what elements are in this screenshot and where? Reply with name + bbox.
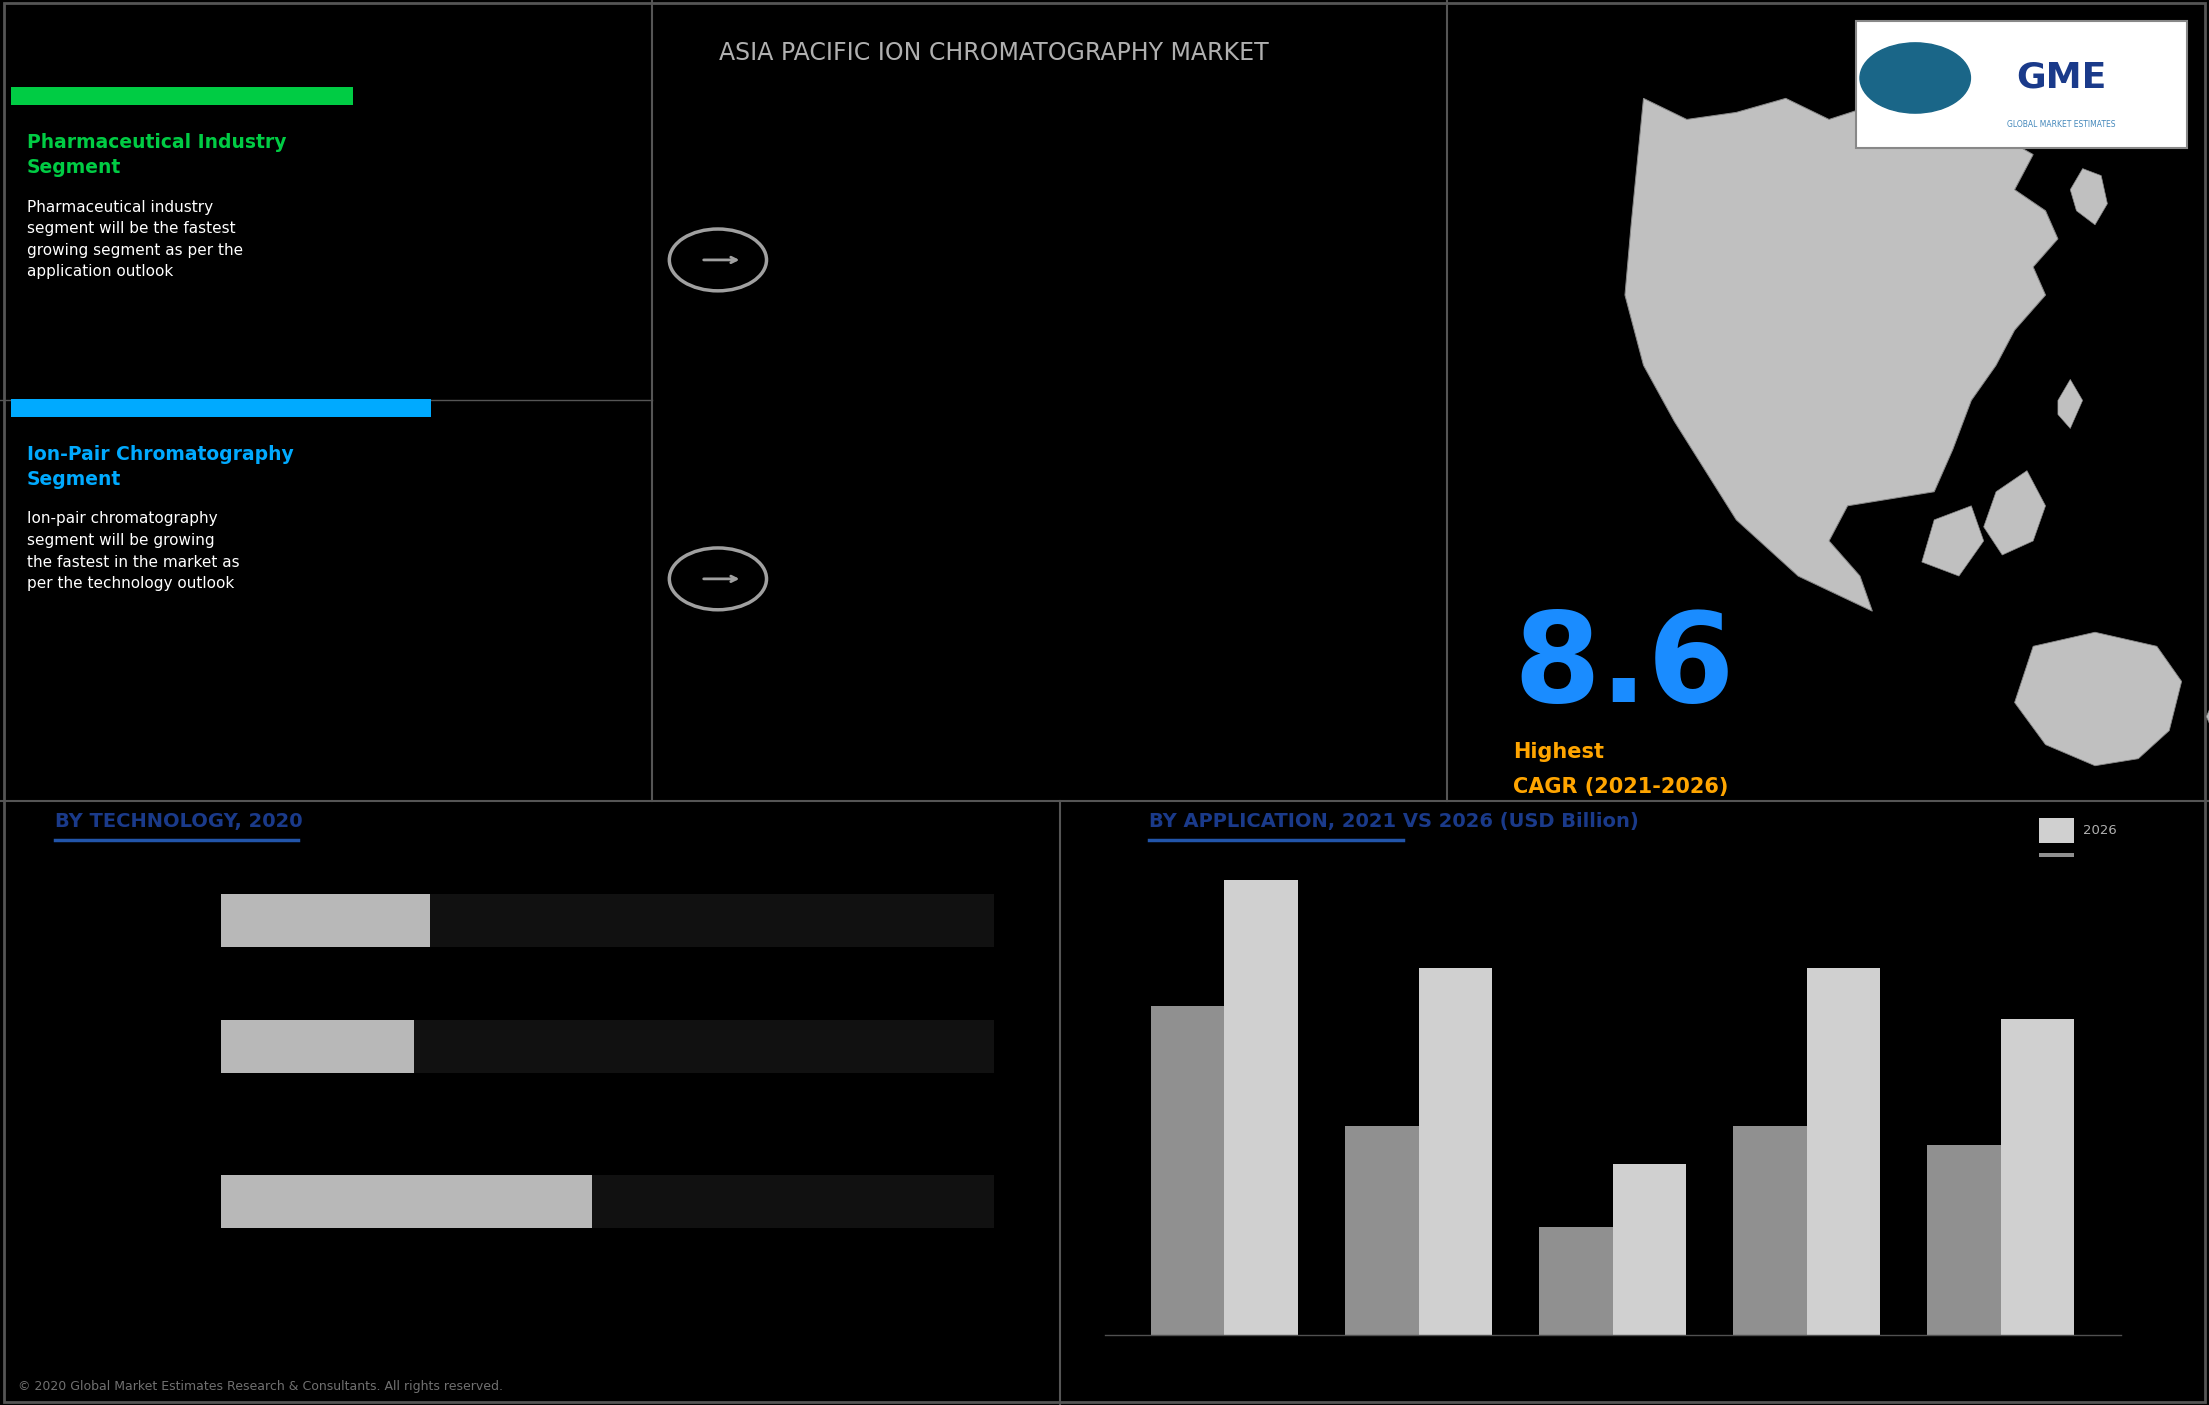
Polygon shape <box>1626 98 2059 611</box>
FancyBboxPatch shape <box>1889 67 1909 89</box>
FancyBboxPatch shape <box>221 1020 415 1073</box>
FancyBboxPatch shape <box>2039 853 2074 878</box>
Text: Ion-pair chromatography
segment will be growing
the fastest in the market as
per: Ion-pair chromatography segment will be … <box>27 511 239 592</box>
Bar <box>2001 1019 2074 1335</box>
Text: 8.6: 8.6 <box>1513 607 1734 728</box>
Polygon shape <box>1922 506 1984 576</box>
Text: GLOBAL MARKET ESTIMATES: GLOBAL MARKET ESTIMATES <box>2006 121 2116 129</box>
Bar <box>1613 1165 1685 1335</box>
Text: BY APPLICATION, 2021 VS 2026 (USD Billion): BY APPLICATION, 2021 VS 2026 (USD Billio… <box>1149 812 1639 832</box>
FancyBboxPatch shape <box>11 87 353 105</box>
Polygon shape <box>2070 169 2107 225</box>
Text: 2021: 2021 <box>2083 858 2116 873</box>
Bar <box>1732 1127 1807 1335</box>
Bar <box>1345 1127 1418 1335</box>
FancyBboxPatch shape <box>1946 65 1966 90</box>
Text: © 2020 Global Market Estimates Research & Consultants. All rights reserved.: © 2020 Global Market Estimates Research … <box>18 1380 504 1394</box>
Bar <box>1540 1228 1613 1335</box>
Text: ASIA PACIFIC ION CHROMATOGRAPHY MARKET: ASIA PACIFIC ION CHROMATOGRAPHY MARKET <box>720 41 1268 66</box>
FancyBboxPatch shape <box>429 894 994 947</box>
Bar <box>1926 1145 2001 1335</box>
Bar <box>1418 968 1493 1335</box>
FancyBboxPatch shape <box>1917 60 1937 96</box>
Polygon shape <box>1984 471 2046 555</box>
Bar <box>1224 880 1299 1335</box>
Text: 2026: 2026 <box>2083 823 2116 837</box>
Polygon shape <box>2059 379 2083 429</box>
Text: Ion-Pair Chromatography
Segment: Ion-Pair Chromatography Segment <box>27 445 294 489</box>
Text: GME: GME <box>2017 60 2105 96</box>
Bar <box>1151 1006 1224 1335</box>
Text: BY TECHNOLOGY, 2020: BY TECHNOLOGY, 2020 <box>55 812 303 832</box>
FancyBboxPatch shape <box>221 894 429 947</box>
Text: Pharmaceutical Industry
Segment: Pharmaceutical Industry Segment <box>27 133 285 177</box>
Text: Highest: Highest <box>1513 742 1604 762</box>
Text: CAGR (2021-2026): CAGR (2021-2026) <box>1513 777 1727 797</box>
FancyBboxPatch shape <box>11 399 431 417</box>
FancyBboxPatch shape <box>1856 21 2187 148</box>
FancyBboxPatch shape <box>2039 818 2074 843</box>
Polygon shape <box>2207 688 2209 731</box>
Circle shape <box>1860 42 1970 112</box>
FancyBboxPatch shape <box>415 1020 994 1073</box>
FancyBboxPatch shape <box>592 1175 994 1228</box>
FancyBboxPatch shape <box>221 1175 592 1228</box>
Bar <box>1807 968 1880 1335</box>
Polygon shape <box>2015 632 2182 766</box>
Text: Pharmaceutical industry
segment will be the fastest
growing segment as per the
a: Pharmaceutical industry segment will be … <box>27 200 243 280</box>
